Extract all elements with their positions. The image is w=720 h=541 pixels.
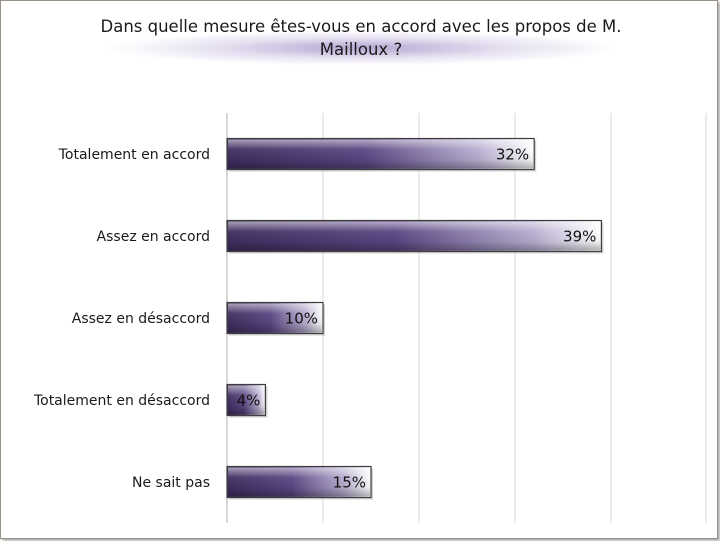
- title-glow: [111, 31, 611, 65]
- value-label-assez-en-accord: 39%: [563, 228, 596, 246]
- value-label-ne-sait-pas: 15%: [333, 474, 366, 492]
- bar-shine-assez-en-desaccord: [228, 303, 322, 333]
- category-label-totalement-en-accord: Totalement en accord: [58, 147, 210, 163]
- labels-group: 32% Totalement en accord 39% Assez en accor…: [33, 146, 596, 492]
- category-label-assez-en-accord: Assez en accord: [97, 229, 210, 245]
- value-label-totalement-en-desaccord: 4%: [237, 392, 261, 410]
- value-label-assez-en-desaccord: 10%: [285, 310, 318, 328]
- category-label-totalement-en-desaccord: Totalement en désaccord: [33, 393, 210, 409]
- category-label-ne-sait-pas: Ne sait pas: [132, 475, 210, 491]
- bars-group: [226, 137, 604, 500]
- category-label-assez-en-desaccord: Assez en désaccord: [72, 311, 210, 327]
- value-label-totalement-en-accord: 32%: [496, 146, 529, 164]
- bar-shine-totalement-en-desaccord: [228, 385, 265, 415]
- bar-shine-ne-sait-pas: [228, 467, 370, 497]
- bar-shine-assez-en-accord: [228, 221, 601, 251]
- bar-shine-totalement-en-accord: [228, 139, 534, 169]
- chart-title: Dans quelle mesure êtes-vous en accord a…: [100, 17, 622, 59]
